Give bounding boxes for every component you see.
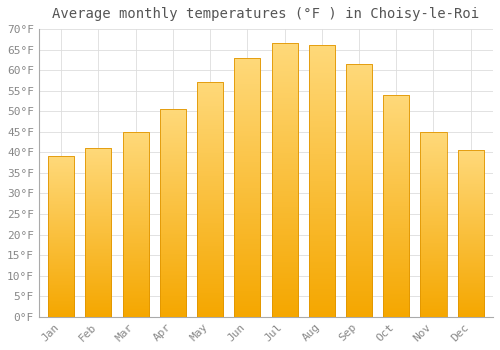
Bar [420,132,446,317]
Bar [197,83,223,317]
Bar [308,46,335,317]
Bar [272,43,297,317]
Title: Average monthly temperatures (°F ) in Choisy-le-Roi: Average monthly temperatures (°F ) in Ch… [52,7,480,21]
Bar [86,148,112,317]
Bar [48,156,74,317]
Bar [458,150,483,317]
Bar [383,95,409,317]
Bar [234,58,260,317]
Bar [346,64,372,317]
Bar [122,132,148,317]
Bar [160,109,186,317]
